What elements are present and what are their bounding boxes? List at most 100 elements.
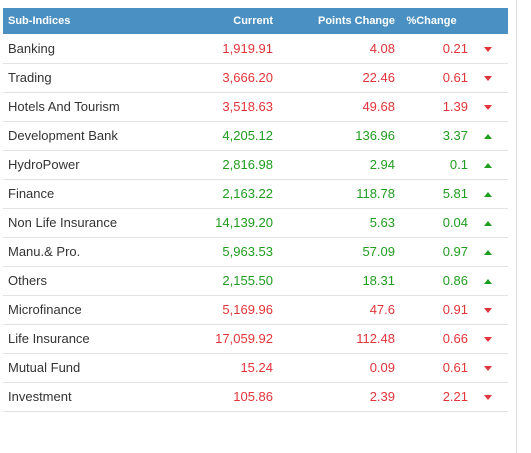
table-row[interactable]: Banking 1,919.91 4.08 0.21 [3,34,508,63]
header-sub-indices[interactable]: Sub-Indices [8,15,71,27]
current-value: 4,205.12 [222,128,273,143]
current-value: 14,139.20 [215,215,273,230]
points-change-value: 18.31 [362,273,395,288]
arrow-down-icon [484,46,492,52]
table-row[interactable]: Microfinance 5,169.96 47.6 0.91 [3,295,508,324]
pct-change-value: 0.97 [442,244,468,259]
arrow-up-icon [484,163,492,169]
points-change-value: 22.46 [362,70,395,85]
sub-index-name[interactable]: Investment [8,389,72,404]
table-body: Banking 1,919.91 4.08 0.21 Trading 3,666.20 22… [3,34,508,411]
points-change-value: 0.09 [369,360,395,375]
points-change-value: 2.94 [369,157,395,172]
sub-index-name[interactable]: Life Insurance [8,331,90,346]
sub-index-name[interactable]: Mutual Fund [8,360,81,375]
table-row[interactable]: Development Bank 4,205.12 136.96 3.37 [3,121,508,150]
points-change-value: 118.78 [356,186,395,201]
pct-change-value: 0.66 [442,331,468,346]
table-row[interactable]: Investment 105.86 2.39 2.21 [3,382,508,411]
panel-border [516,0,517,453]
sub-index-name[interactable]: Manu.& Pro. [8,244,81,259]
trend-cell [468,382,508,411]
points-change-value: 2.39 [369,389,395,404]
trend-cell [468,34,508,63]
table-row[interactable]: Manu.& Pro. 5,963.53 57.09 0.97 [3,237,508,266]
sub-index-name[interactable]: Non Life Insurance [8,215,118,230]
trend-cell [468,92,508,121]
current-value: 3,666.20 [222,70,273,85]
current-value: 2,816.98 [222,157,273,172]
pct-change-value: 0.86 [442,273,468,288]
arrow-down-icon [484,76,492,82]
trend-cell [468,295,508,324]
sub-index-name[interactable]: Trading [8,70,52,85]
arrow-up-icon [484,192,492,198]
trend-cell [468,150,508,179]
points-change-value: 112.48 [356,331,395,346]
table-row[interactable]: Trading 3,666.20 22.46 0.61 [3,63,508,92]
arrow-up-icon [484,279,492,285]
table-row[interactable]: Finance 2,163.22 118.78 5.81 [3,179,508,208]
current-value: 2,155.50 [222,273,273,288]
sub-index-name[interactable]: Others [8,273,48,288]
points-change-value: 57.09 [362,244,395,259]
pct-change-value: 0.61 [442,360,468,375]
table-row[interactable]: Non Life Insurance 14,139.20 5.63 0.04 [3,208,508,237]
header-pct-change[interactable]: %Change [406,15,457,27]
table-header-row: Sub-Indices Current Points Change %Chang… [3,8,508,34]
trend-cell [468,179,508,208]
points-change-value: 136.96 [355,128,395,143]
trend-cell [468,63,508,92]
table-row[interactable]: Life Insurance 17,059.92 112.48 0.66 [3,324,508,353]
header-points-change[interactable]: Points Change [317,15,395,27]
trend-cell [468,324,508,353]
arrow-down-icon [484,337,492,343]
sub-index-name[interactable]: HydroPower [8,157,80,172]
pct-change-value: 2.21 [442,389,468,404]
current-value: 3,518.63 [222,99,273,114]
sub-index-name[interactable]: Hotels And Tourism [8,99,120,114]
points-change-value: 4.08 [369,40,395,56]
table-row[interactable]: Others 2,155.50 18.31 0.86 [3,266,508,295]
current-value: 1,919.91 [222,40,273,56]
trend-cell [468,237,508,266]
current-value: 5,963.53 [222,244,273,259]
points-change-value: 47.6 [369,302,395,317]
sub-indices-table: Sub-Indices Current Points Change %Chang… [3,8,508,412]
pct-change-value: 0.61 [442,70,468,85]
table-row[interactable]: Mutual Fund 15.24 0.09 0.61 [3,353,508,382]
pct-change-value: 3.37 [442,128,468,143]
sub-index-name[interactable]: Development Bank [8,128,118,143]
trend-cell [468,266,508,295]
header-trend [468,8,508,34]
sub-index-name[interactable]: Finance [8,186,55,201]
arrow-down-icon [484,308,492,314]
current-value: 15.24 [240,360,273,375]
pct-change-value: 0.21 [442,40,468,56]
sub-index-name[interactable]: Microfinance [8,302,82,317]
pct-change-value: 0.1 [449,157,468,172]
arrow-up-icon [484,221,492,227]
table-row[interactable]: Hotels And Tourism 3,518.63 49.68 1.39 [3,92,508,121]
trend-cell [468,353,508,382]
arrow-down-icon [484,395,492,401]
current-value: 105.86 [233,389,273,404]
current-value: 5,169.96 [222,302,273,317]
points-change-value: 5.63 [369,215,395,230]
pct-change-value: 1.39 [442,99,468,114]
current-value: 2,163.22 [222,186,273,201]
arrow-down-icon [484,105,492,111]
current-value: 17,059.92 [215,331,273,346]
arrow-up-icon [484,134,492,140]
sub-index-name[interactable]: Banking [8,40,55,56]
trend-cell [468,208,508,237]
arrow-up-icon [484,250,492,256]
header-current[interactable]: Current [233,15,273,27]
arrow-down-icon [484,366,492,372]
pct-change-value: 0.91 [442,302,468,317]
pct-change-value: 0.04 [442,215,468,230]
table-row[interactable]: HydroPower 2,816.98 2.94 0.1 [3,150,508,179]
pct-change-value: 5.81 [442,186,468,201]
trend-cell [468,121,508,150]
points-change-value: 49.68 [362,99,395,114]
